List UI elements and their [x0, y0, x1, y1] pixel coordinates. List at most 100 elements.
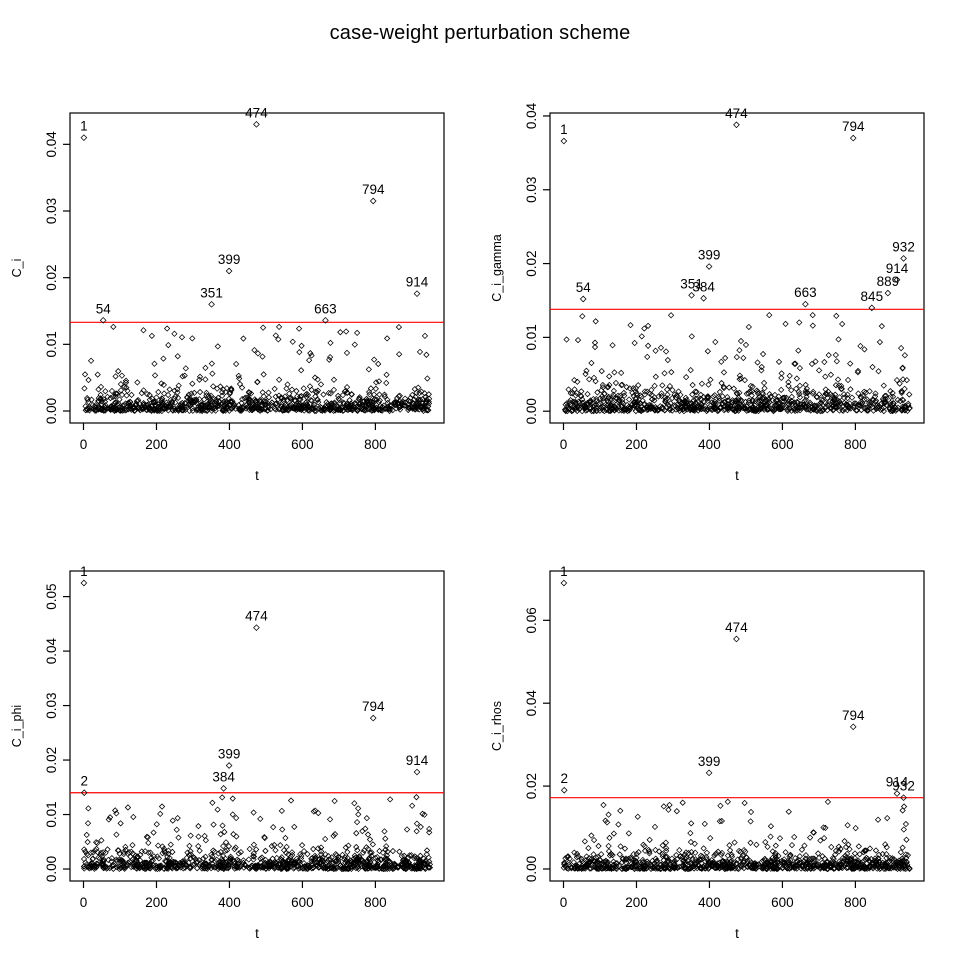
data-point: [659, 863, 666, 870]
data-point: [822, 824, 829, 832]
data-point: [861, 346, 868, 353]
data-point: [207, 392, 215, 399]
data-point: [185, 391, 192, 398]
point-label: 474: [725, 620, 748, 635]
data-point: [112, 393, 119, 400]
data-point: [295, 858, 302, 865]
data-point: [425, 864, 433, 871]
data-point: [169, 848, 176, 856]
data-point: [203, 407, 211, 415]
data-point: [588, 359, 595, 367]
data-point: [822, 390, 829, 397]
data-point: [785, 808, 792, 815]
data-point: [778, 859, 786, 866]
data-point: [898, 389, 905, 397]
data-point: [356, 395, 363, 403]
data-point: [821, 358, 828, 366]
data-point: [682, 861, 689, 868]
data-point: [586, 376, 593, 383]
data-point: [206, 403, 213, 410]
data-point: [145, 403, 153, 410]
data-point: [258, 854, 266, 861]
data-point: [227, 401, 234, 409]
data-point: [195, 406, 202, 413]
data-point: [416, 858, 423, 866]
data-point: [84, 838, 91, 846]
data-point: [140, 401, 147, 408]
data-point: [332, 405, 339, 412]
data-point: [97, 849, 105, 857]
data-point: [688, 333, 695, 340]
data-point: [628, 860, 635, 867]
data-point: [668, 863, 675, 870]
data-point: [883, 844, 890, 851]
data-point: [81, 371, 89, 378]
data-point: [270, 824, 277, 831]
data-point: [802, 852, 810, 859]
data-point: [404, 861, 411, 869]
x-tick-label: 0: [560, 437, 568, 452]
data-point: [605, 842, 612, 850]
data-point: [373, 401, 380, 409]
data-point: [123, 392, 130, 399]
data-point: [661, 406, 668, 414]
data-point: [776, 835, 784, 842]
data-point: [802, 861, 810, 869]
data-point: [142, 848, 149, 855]
data-point: [242, 861, 249, 869]
point-label: 794: [362, 182, 385, 197]
data-point: [215, 398, 223, 405]
data-point: [594, 389, 601, 396]
data-point: [361, 398, 368, 405]
data-point: [862, 856, 869, 863]
data-point: [848, 854, 855, 862]
data-point: [113, 810, 120, 817]
data-point: [836, 862, 843, 869]
data-point: [225, 865, 232, 872]
data-point: [367, 864, 374, 871]
data-point: [237, 406, 245, 414]
point-label: 794: [362, 699, 385, 714]
data-point: [155, 855, 163, 862]
data-point: [355, 805, 362, 812]
data-point: [421, 811, 428, 818]
data-point: [906, 865, 913, 873]
data-point: [594, 858, 602, 866]
data-point: [756, 393, 763, 400]
data-point: [638, 333, 645, 340]
data-point: [781, 394, 788, 401]
data-point: [214, 402, 221, 409]
data-point: [321, 406, 328, 413]
point-label: 2: [560, 771, 568, 786]
point-label: 794: [842, 708, 865, 723]
data-point: [111, 407, 118, 414]
data-point: [235, 850, 242, 857]
data-point: [330, 832, 337, 840]
data-point: [621, 845, 629, 852]
data-point: [212, 407, 219, 414]
data-point: [718, 849, 726, 857]
data-point: [774, 859, 781, 866]
data-point: [94, 371, 101, 378]
data-point: [301, 407, 308, 414]
data-point: [877, 406, 884, 414]
data-point: [423, 351, 430, 358]
data-point: [112, 373, 119, 380]
data-point: [173, 860, 180, 867]
data-point: [618, 382, 625, 389]
data-point: [419, 810, 426, 817]
data-point: [300, 385, 307, 392]
data-point: [903, 376, 910, 384]
data-point: [259, 353, 266, 360]
x-tick-label: 800: [364, 437, 387, 452]
data-point: [701, 820, 708, 827]
data-point: [108, 387, 116, 395]
data-point: [238, 399, 245, 407]
data-point: [413, 389, 420, 396]
data-point: [677, 404, 685, 411]
data-point: [721, 398, 729, 406]
labeled-data-point: [733, 121, 740, 129]
data-point: [760, 379, 768, 387]
data-point: [177, 403, 184, 410]
data-point: [354, 847, 361, 854]
